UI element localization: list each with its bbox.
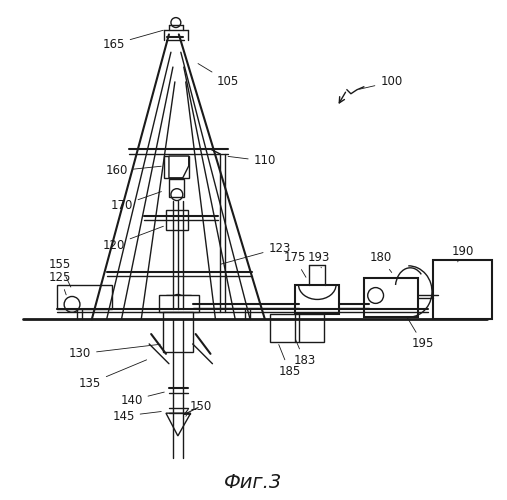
Bar	[433, 260, 492, 319]
Text: 140: 140	[120, 392, 164, 407]
Polygon shape	[169, 156, 189, 178]
Text: 190: 190	[451, 246, 474, 262]
Text: 185: 185	[278, 344, 301, 378]
Text: 130: 130	[69, 344, 160, 360]
Text: 110: 110	[228, 154, 276, 168]
Text: 193: 193	[308, 252, 331, 268]
Text: 160: 160	[105, 164, 161, 177]
Text: 100: 100	[359, 76, 403, 89]
Text: 150: 150	[186, 400, 212, 416]
Text: 155: 155	[49, 258, 71, 287]
Bar	[166, 210, 188, 230]
Bar	[159, 294, 199, 312]
Polygon shape	[166, 413, 191, 436]
Text: 145: 145	[112, 410, 161, 422]
Text: 105: 105	[198, 64, 239, 88]
Text: 165: 165	[102, 30, 163, 51]
Text: 195: 195	[407, 316, 434, 350]
Bar	[57, 284, 112, 310]
Bar	[164, 156, 189, 178]
Bar	[364, 278, 418, 317]
Text: 170: 170	[111, 192, 161, 212]
Text: Фиг.3: Фиг.3	[224, 473, 282, 492]
Text: 123: 123	[221, 242, 291, 264]
Text: 120: 120	[102, 226, 163, 252]
Bar	[295, 284, 339, 314]
Bar	[166, 294, 191, 310]
Bar	[169, 179, 184, 196]
Text: 125: 125	[49, 271, 71, 295]
Bar	[163, 312, 193, 352]
Bar	[270, 314, 324, 342]
Text: 180: 180	[370, 252, 392, 272]
Text: 135: 135	[79, 360, 147, 390]
Text: 183: 183	[294, 340, 315, 367]
Text: 175: 175	[283, 252, 306, 278]
